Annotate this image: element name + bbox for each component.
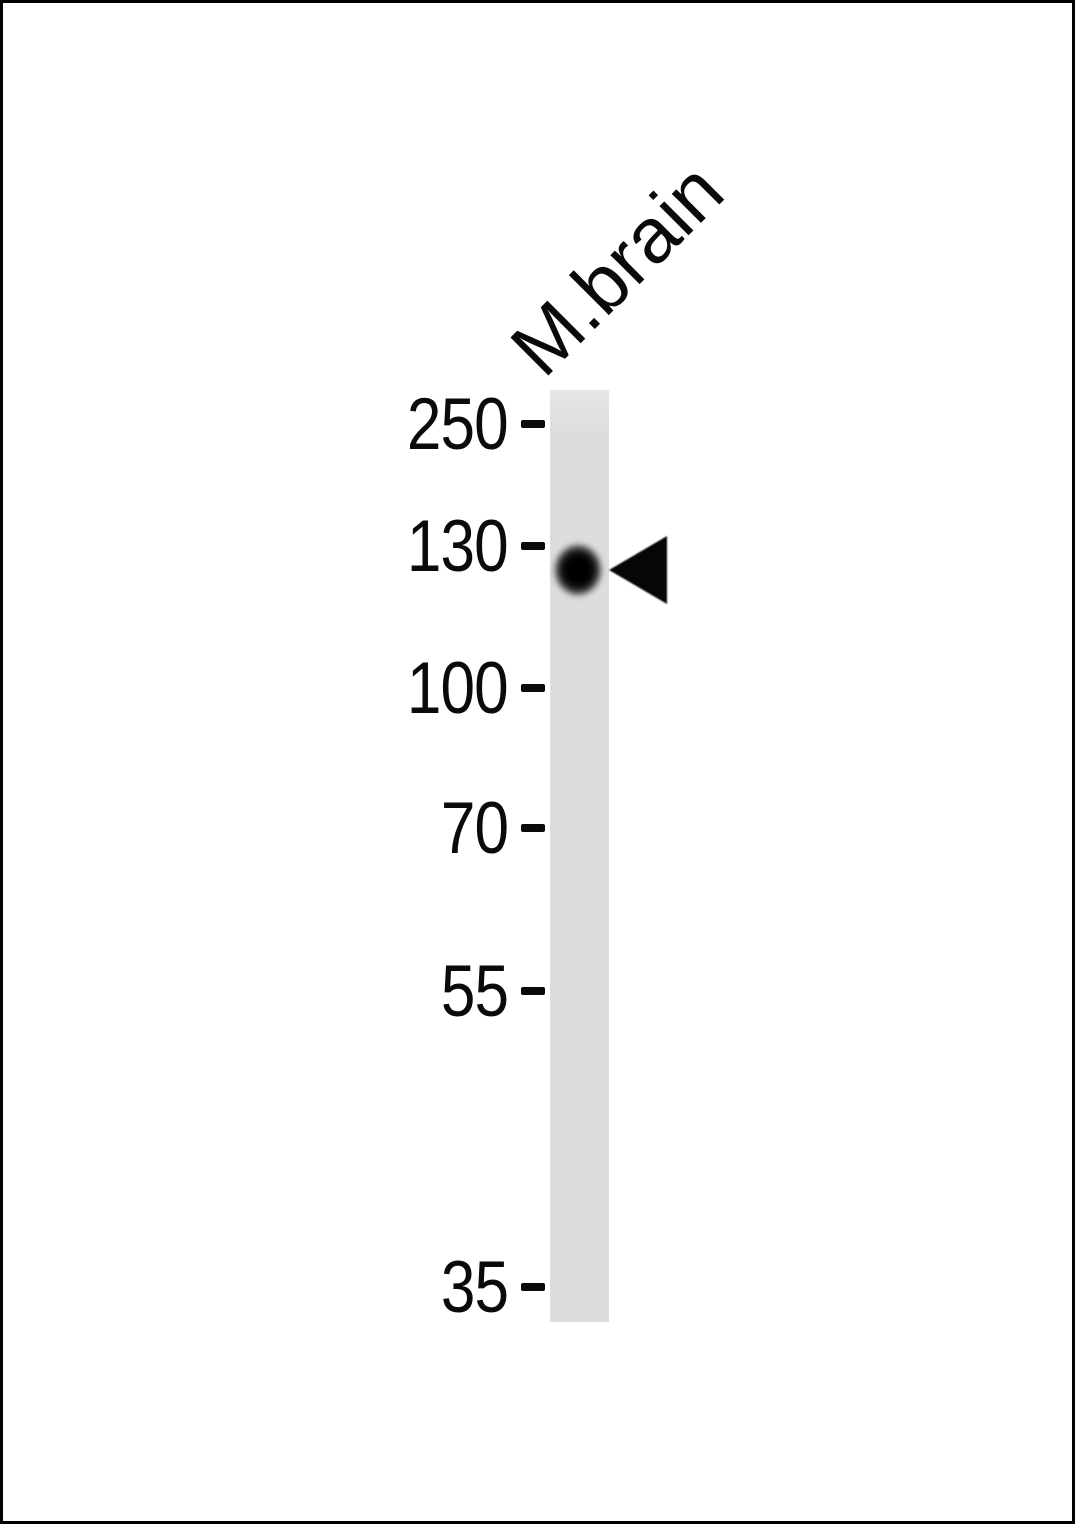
marker-row-35: 35: [3, 1247, 545, 1327]
tick-mark-icon: [521, 420, 545, 428]
tick-mark-icon: [521, 542, 545, 550]
tick-mark-icon: [521, 824, 545, 832]
lane-label: M.brain: [493, 145, 740, 392]
marker-row-100: 100: [3, 648, 545, 728]
marker-label: 70: [440, 787, 509, 869]
tick-mark-icon: [521, 987, 545, 995]
marker-label: 55: [440, 950, 509, 1032]
marker-label: 35: [440, 1246, 509, 1328]
tick-mark-icon: [521, 684, 545, 692]
marker-label: 250: [407, 383, 509, 465]
protein-band: [554, 544, 602, 596]
band-arrowhead-icon: [609, 536, 667, 604]
marker-label: 100: [407, 647, 509, 729]
marker-row-130: 130: [3, 506, 545, 586]
gel-lane: [550, 390, 609, 1322]
marker-label: 130: [407, 505, 509, 587]
tick-mark-icon: [521, 1283, 545, 1291]
marker-row-250: 250: [3, 384, 545, 464]
marker-row-55: 55: [3, 951, 545, 1031]
marker-row-70: 70: [3, 788, 545, 868]
